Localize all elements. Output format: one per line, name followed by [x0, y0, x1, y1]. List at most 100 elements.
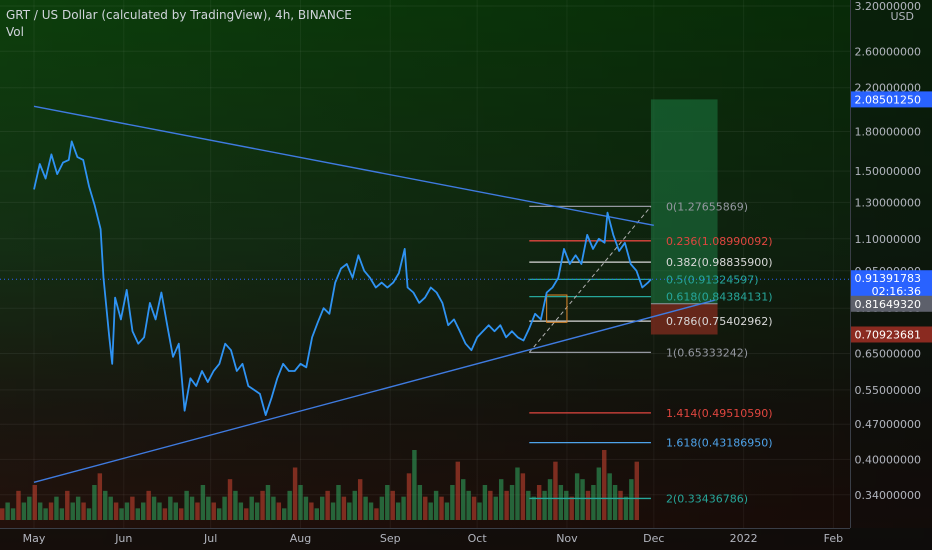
volume-bar	[526, 490, 531, 520]
volume-bar	[249, 496, 254, 520]
time-tick-label: Dec	[643, 532, 664, 545]
volume-bar	[591, 485, 596, 520]
volume-label[interactable]: Vol	[6, 25, 24, 39]
volume-bar	[97, 473, 103, 520]
price-tick-label: 1.30000000	[855, 196, 921, 209]
volume-bar	[108, 496, 113, 520]
volume-bar	[151, 496, 157, 520]
price-tick-label: 1.50000000	[855, 165, 921, 178]
volume-bar	[320, 496, 325, 520]
volume-bar	[189, 496, 195, 520]
profit-zone[interactable]	[650, 99, 718, 304]
fib-level-label: 0.382(0.98835900)	[666, 256, 773, 269]
fib-level-label: 0.618(0.84384131)	[666, 291, 773, 304]
volume-bar	[515, 467, 520, 520]
fib-level-label: 1.414(0.49510590)	[666, 407, 773, 420]
price-tick-label: 0.40000000	[855, 453, 921, 466]
fib-level-label: 1(0.65333242)	[666, 346, 748, 359]
time-axis-bg[interactable]	[0, 528, 932, 550]
volume-bar	[330, 502, 336, 520]
price-badge-text-entry: 0.81649320	[855, 298, 921, 311]
volume-bar	[504, 490, 509, 520]
volume-bar	[276, 502, 282, 520]
volume-bar	[466, 490, 471, 520]
volume-bar	[477, 502, 482, 520]
volume-bar	[493, 496, 498, 520]
volume-bar	[130, 496, 135, 520]
volume-bar	[580, 479, 585, 520]
volume-bar	[92, 485, 97, 520]
price-badge-stop	[851, 326, 932, 343]
fib-level-label: 0.786(0.75402962)	[666, 315, 773, 328]
time-tick-label: 2022	[730, 532, 758, 545]
volume-bar	[178, 508, 184, 520]
volume-bar	[59, 508, 65, 520]
trendline-lower[interactable]	[33, 299, 715, 483]
volume-bars	[0, 450, 639, 520]
volume-bar	[157, 502, 162, 520]
price-tick-label: 0.65000000	[855, 348, 921, 361]
volume-bar	[70, 502, 75, 520]
volume-bar	[428, 502, 433, 520]
price-badge-countdown: 02:16:36	[872, 285, 921, 298]
breakout-box[interactable]	[546, 294, 568, 323]
trendline-upper[interactable]	[33, 105, 654, 227]
volume-bar	[271, 496, 276, 520]
volume-bar	[325, 490, 330, 520]
price-tick-label: 0.55000000	[855, 384, 921, 397]
volume-bar	[509, 485, 515, 520]
volume-bar	[233, 490, 238, 520]
volume-bar	[314, 508, 319, 520]
volume-bar	[520, 473, 526, 520]
volume-bar	[103, 490, 108, 520]
trendlines[interactable]	[33, 105, 715, 483]
volume-bar	[336, 485, 341, 520]
volume-bar	[113, 502, 119, 520]
volume-bar	[146, 490, 151, 520]
volume-bar	[48, 502, 54, 520]
price-tick-label: 1.10000000	[855, 233, 921, 246]
price-line	[33, 140, 652, 416]
volume-bar	[623, 496, 629, 520]
volume-bar	[254, 502, 260, 520]
time-tick-label: Jun	[114, 532, 132, 545]
time-tick-label: Jul	[203, 532, 217, 545]
volume-bar	[200, 485, 206, 520]
volume-bar	[439, 496, 444, 520]
volume-bar	[86, 508, 92, 520]
volume-bar	[0, 508, 5, 520]
volume-bar	[569, 496, 574, 520]
volume-bar	[406, 473, 412, 520]
volume-bar	[444, 502, 450, 520]
volume-bar	[482, 485, 488, 520]
time-tick-label: May	[23, 532, 46, 545]
volume-bar	[433, 490, 439, 520]
volume-bar	[412, 450, 417, 520]
volume-bar	[401, 496, 406, 520]
volume-bar	[119, 508, 124, 520]
volume-bar	[553, 461, 558, 520]
fibonacci-levels[interactable]: 0(1.27655869) 0.236(1.08990092) 0.382(0.98…	[528, 200, 773, 505]
fib-level-label: 0.5(0.91324597)	[666, 273, 759, 286]
volume-bar	[75, 496, 81, 520]
time-tick-label: Feb	[824, 532, 843, 545]
volume-bar	[222, 496, 227, 520]
volume-bar	[602, 450, 607, 520]
volume-bar	[238, 502, 244, 520]
volume-bar	[450, 485, 455, 520]
price-badge-text-stop: 0.70923681	[855, 328, 921, 341]
volume-bar	[81, 502, 86, 520]
volume-bar	[379, 496, 385, 520]
volume-bar	[184, 490, 189, 520]
volume-bar	[211, 502, 216, 520]
volume-bar	[417, 485, 423, 520]
volume-bar	[32, 485, 37, 520]
volume-bar	[65, 490, 70, 520]
symbol-title[interactable]: GRT / US Dollar (calculated by TradingVi…	[6, 8, 352, 22]
volume-bar	[564, 490, 569, 520]
volume-bar	[395, 502, 401, 520]
volume-bar	[27, 496, 32, 520]
price-tick-label: 0.47000000	[855, 418, 921, 431]
